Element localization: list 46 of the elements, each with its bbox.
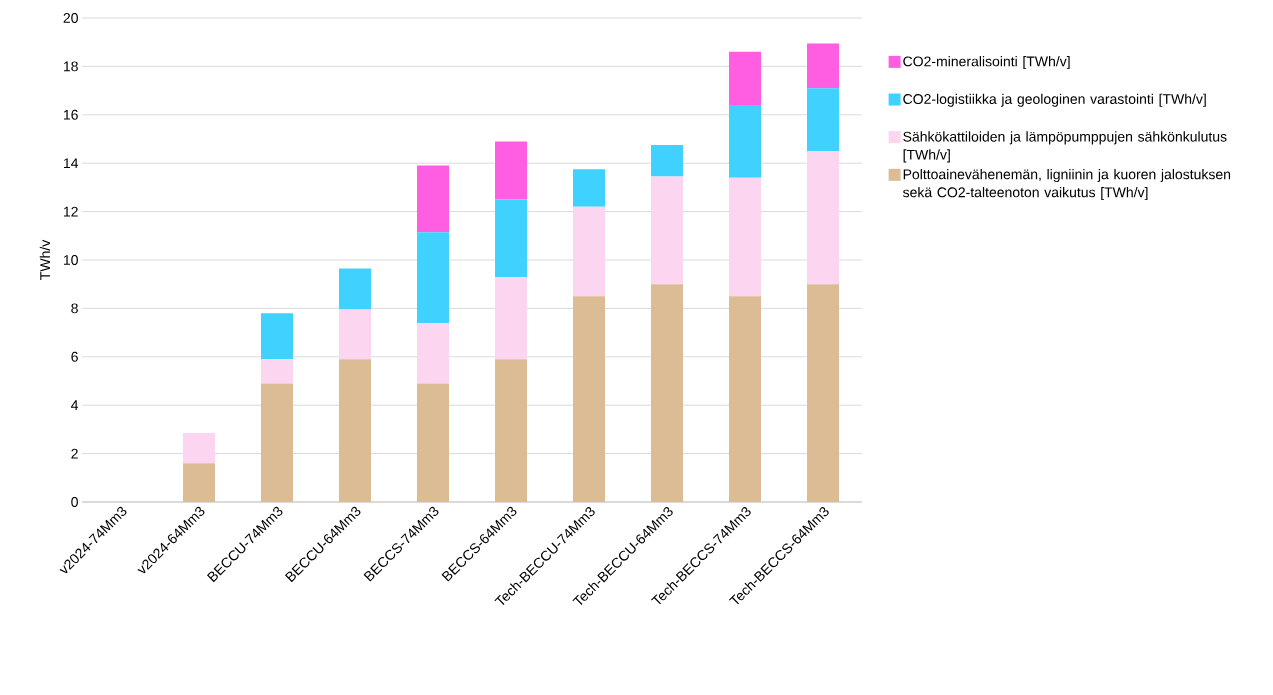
y-tick-label: 2 bbox=[71, 448, 78, 459]
bar bbox=[417, 165, 450, 233]
bar bbox=[573, 206, 606, 297]
legend-label: CO2-logistiikka ja geologinen varastointi [TWh/v] bbox=[903, 93, 1206, 107]
y-tick-label: 16 bbox=[63, 109, 78, 120]
legend-label: Sähkökattiloiden ja lämpöpumppujen sähkönkulutus [TWh/v] bbox=[903, 131, 1227, 163]
bar bbox=[495, 199, 528, 277]
bar bbox=[807, 88, 840, 152]
bar bbox=[495, 141, 528, 200]
y-tick-label: 18 bbox=[63, 61, 78, 72]
bar bbox=[729, 177, 762, 297]
bar bbox=[651, 145, 684, 177]
y-tick-label: 12 bbox=[63, 206, 78, 217]
bar bbox=[261, 313, 294, 360]
bar bbox=[495, 359, 528, 502]
bar bbox=[807, 151, 840, 285]
y-tick-label: 6 bbox=[71, 351, 78, 362]
y-tick-label: 4 bbox=[71, 400, 79, 410]
bar bbox=[417, 232, 450, 323]
bar bbox=[339, 268, 372, 310]
y-tick-label: 8 bbox=[71, 303, 78, 314]
bar bbox=[651, 284, 684, 502]
legend-label: Polttoainevähenemän, ligniinin ja kuoren jalostuksen sekä CO2-talteenoton vaikutus [TWh/v] bbox=[903, 169, 1231, 201]
bar bbox=[729, 296, 762, 502]
bar bbox=[183, 463, 216, 502]
bar bbox=[339, 309, 372, 360]
bar bbox=[651, 176, 684, 285]
bar bbox=[573, 169, 606, 207]
bar bbox=[261, 359, 294, 384]
y-axis-title: TWh/v bbox=[39, 239, 51, 280]
bar bbox=[417, 322, 450, 384]
bar bbox=[417, 383, 450, 502]
bar bbox=[495, 276, 528, 360]
bar bbox=[261, 383, 294, 502]
y-tick-label: 14 bbox=[63, 158, 79, 168]
y-tick-label: 0 bbox=[71, 497, 78, 507]
legend-label: CO2-mineralisointi [TWh/v] bbox=[903, 56, 1070, 70]
bar bbox=[729, 105, 762, 178]
y-tick-label: 10 bbox=[63, 255, 78, 265]
y-tick-label: 20 bbox=[63, 13, 78, 23]
bar bbox=[807, 43, 840, 89]
bar bbox=[339, 359, 372, 502]
bar bbox=[807, 284, 840, 502]
bar bbox=[573, 296, 606, 502]
bar bbox=[183, 433, 216, 464]
bar bbox=[729, 51, 762, 106]
